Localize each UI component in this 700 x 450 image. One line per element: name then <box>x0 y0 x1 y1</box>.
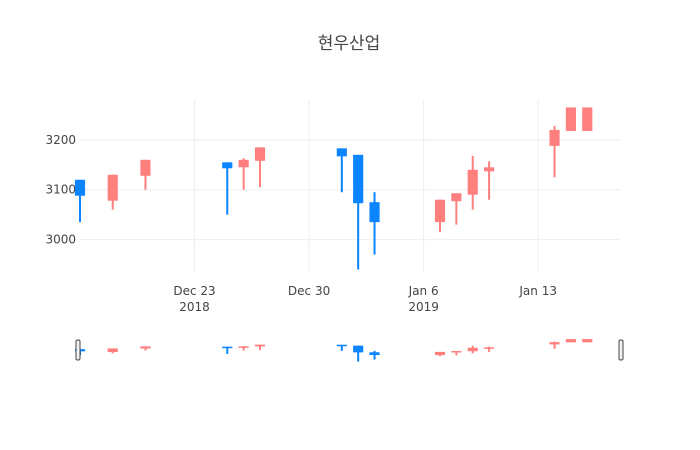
range-slider-right-handle[interactable] <box>618 339 624 361</box>
candle-increasing <box>238 158 249 190</box>
candle-increasing <box>565 107 576 131</box>
slider-candle-body <box>484 347 495 349</box>
slider-candle-body <box>107 348 118 353</box>
slider-candle-body <box>353 345 364 353</box>
candle-body <box>484 167 495 172</box>
slider-candle-body <box>140 346 151 349</box>
slider-candle <box>451 351 462 356</box>
slider-candle <box>467 345 478 354</box>
y-tick-label: 3000 <box>45 233 76 247</box>
candle-body <box>467 169 478 195</box>
candle-body <box>238 159 249 168</box>
slider-candle <box>336 344 347 351</box>
candle-decreasing <box>369 192 380 255</box>
slider-candle-body <box>565 339 576 343</box>
y-axis-ticks: 3000 3100 3200 <box>45 133 76 247</box>
slider-candle <box>238 346 249 351</box>
slider-candle-body <box>254 344 266 347</box>
candle-increasing <box>451 193 462 225</box>
candle-body <box>582 107 593 131</box>
y-tick-label: 3200 <box>45 133 76 147</box>
candle-body <box>434 199 446 223</box>
candle-body <box>222 162 233 169</box>
candle-decreasing <box>222 162 233 215</box>
candlestick-series <box>74 107 593 270</box>
candle-increasing <box>107 174 118 210</box>
candle-body <box>369 202 380 223</box>
y-tick-label: 3100 <box>45 183 76 197</box>
candle-increasing <box>467 155 478 210</box>
slider-candle <box>434 351 446 357</box>
x-tick-year-label: 2018 <box>179 300 210 314</box>
x-axis-ticks: Dec 23 2018 Dec 30 Jan 6 2019 Jan 13 <box>173 284 557 314</box>
candle-decreasing <box>74 179 86 223</box>
candle-body <box>451 193 462 202</box>
candle-increasing <box>434 199 446 233</box>
slider-candle-body <box>336 344 347 347</box>
slider-candle <box>254 344 266 351</box>
slider-candle <box>582 339 593 343</box>
slider-candle <box>369 350 380 360</box>
chart-title: 현우산업 <box>318 34 381 54</box>
slider-candle-body <box>582 339 593 343</box>
slider-candle <box>484 346 495 352</box>
slider-candle-body <box>467 347 478 352</box>
candle-body <box>140 159 151 176</box>
candle-body <box>107 174 118 201</box>
slider-candle <box>565 339 576 343</box>
candle-body <box>353 154 364 204</box>
x-tick-year-label: 2019 <box>408 300 439 314</box>
slider-candle-body <box>238 346 249 348</box>
candle-decreasing <box>353 154 364 270</box>
range-slider-left-handle[interactable] <box>75 339 81 361</box>
x-tick-label: Dec 23 <box>173 284 215 298</box>
slider-candle <box>549 341 560 349</box>
slider-candle <box>353 345 364 362</box>
grid-layer <box>80 100 620 272</box>
slider-candle-body <box>549 342 560 345</box>
candle-increasing <box>140 159 151 190</box>
x-tick-label: Jan 6 <box>408 284 439 298</box>
candle-decreasing <box>336 148 347 193</box>
slider-candle <box>140 346 151 351</box>
candle-body <box>254 147 266 161</box>
slider-candle <box>222 346 233 354</box>
slider-candle-body <box>222 346 233 349</box>
slider-candle-body <box>451 351 462 353</box>
candle-increasing <box>254 147 266 188</box>
slider-candle <box>107 348 118 354</box>
slider-candle-body <box>369 352 380 356</box>
candle-increasing <box>549 125 560 178</box>
candle-body <box>74 179 86 196</box>
candle-body <box>565 107 576 131</box>
x-tick-label: Jan 13 <box>518 284 557 298</box>
x-tick-label: Dec 30 <box>288 284 330 298</box>
candle-body <box>549 129 560 146</box>
candle-increasing <box>484 161 495 200</box>
candle-body <box>336 148 347 157</box>
candle-increasing <box>582 107 593 131</box>
range-slider[interactable] <box>74 339 624 362</box>
slider-candle-body <box>434 351 446 356</box>
